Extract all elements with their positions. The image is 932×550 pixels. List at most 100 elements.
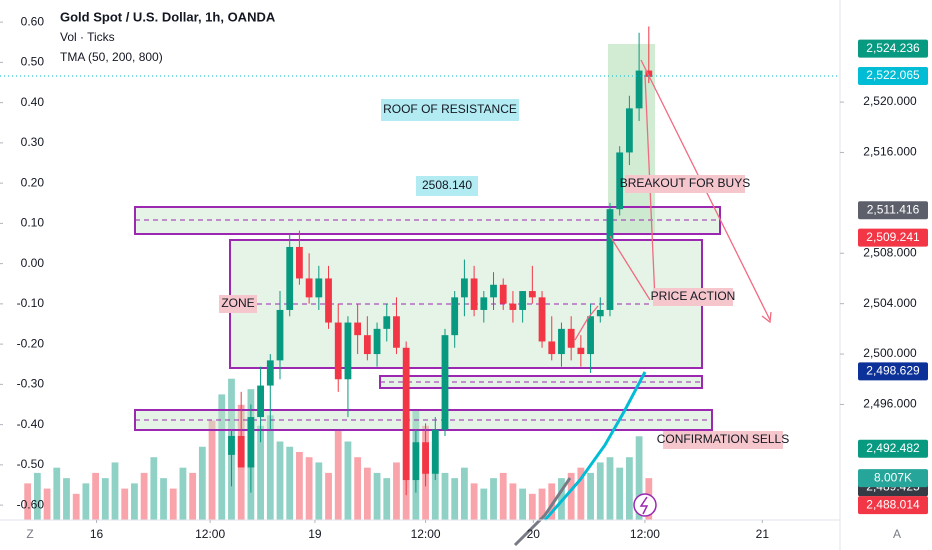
candle-body <box>519 291 527 310</box>
x-tick-label: 16 <box>90 527 104 541</box>
volume-bar <box>528 493 536 520</box>
volume-bar <box>625 457 633 520</box>
volume-bar <box>587 472 594 520</box>
annotation: CONFIRMATION SELLS <box>657 432 789 446</box>
alert-icon[interactable] <box>633 493 657 517</box>
volume-bar <box>461 467 468 520</box>
candle-body <box>276 309 284 361</box>
x-tick-label: 12:00 <box>630 527 660 541</box>
label-bg <box>219 295 257 313</box>
candle-layer <box>228 26 653 496</box>
candle-body <box>499 284 507 304</box>
candle-body <box>490 284 497 298</box>
volume-bar <box>509 483 517 520</box>
candle-body <box>228 435 235 455</box>
candle-body <box>402 347 410 481</box>
candle-body <box>645 70 653 77</box>
annotation: ROOF OF RESISTANCE <box>383 102 517 116</box>
volume-bar <box>519 488 527 520</box>
price-label: 2,488.014 <box>866 497 920 511</box>
arrow <box>574 305 599 341</box>
price-label: 8.007K <box>874 470 912 484</box>
candle-body <box>286 246 294 310</box>
volume-bar <box>538 488 546 520</box>
volume-bar <box>140 472 148 520</box>
label-bg <box>381 99 519 121</box>
label-bg <box>663 431 783 449</box>
candle-body <box>528 291 536 298</box>
price-label: 2,498.629 <box>866 364 920 378</box>
candle-body <box>431 429 439 474</box>
candle-body <box>596 309 604 317</box>
y2-tick-label: -0.10 <box>17 296 45 310</box>
candle-body <box>334 322 342 380</box>
volume-bar <box>179 467 187 520</box>
volume-bar <box>72 493 80 520</box>
candle-body <box>247 417 255 468</box>
price-label-bg <box>858 439 928 458</box>
candle-body <box>296 246 303 279</box>
volume-bar <box>276 441 284 520</box>
candle-body <box>635 70 643 109</box>
candle-body <box>548 341 556 355</box>
volume-bar <box>121 488 129 520</box>
candle-body <box>509 303 517 310</box>
y2-tick-label: -0.60 <box>17 497 45 511</box>
candle-body <box>237 435 245 468</box>
candle-body <box>470 278 478 310</box>
candle-body <box>315 278 323 298</box>
candle-body <box>558 328 565 355</box>
volume-bar <box>169 488 177 520</box>
candle-body <box>606 209 614 310</box>
volume-bar <box>296 451 303 520</box>
candle-body <box>422 442 429 474</box>
volume-bar <box>150 457 158 520</box>
volume-bar <box>635 436 643 520</box>
volume-bar <box>266 415 274 520</box>
volume-bar <box>101 478 109 520</box>
candle-body <box>461 278 468 298</box>
axis-button[interactable]: A <box>893 527 901 541</box>
volume-bar <box>63 478 70 520</box>
y-tick-label: 2,504.000 <box>863 296 917 310</box>
candle-body <box>451 297 459 336</box>
y2-tick-label: 0.60 <box>21 14 45 28</box>
axes: 16 12:00 19 12:00 20 12:00 21 2,496.000 2,500.00… <box>0 14 928 541</box>
y2-tick-label: 0.30 <box>21 135 45 149</box>
candle-body <box>354 322 362 336</box>
volume-bar <box>24 483 32 520</box>
price-label: 2,522.065 <box>866 68 920 82</box>
volume-bar <box>363 467 371 520</box>
alert-icon-bolt <box>639 496 649 515</box>
volume-bar <box>218 394 226 520</box>
volume-bar <box>82 483 90 520</box>
candle-body <box>538 297 546 342</box>
volume-bar <box>577 467 585 520</box>
y-tick-label: 2,520.000 <box>863 94 917 108</box>
candle-body <box>412 442 420 481</box>
arrow-head <box>761 311 772 324</box>
volume-bar <box>431 441 439 520</box>
candle-body <box>305 278 313 298</box>
price-label-bg <box>858 39 928 58</box>
volume-bar <box>344 441 352 520</box>
candle-body <box>567 328 575 348</box>
candle-body <box>616 152 624 210</box>
y-tick-label: 2,516.000 <box>863 145 917 159</box>
volume-bar <box>616 467 624 520</box>
indicator-label: TMA (50, 200, 800) <box>60 50 163 64</box>
price-label-bg <box>858 362 928 381</box>
y-tick-label: 2,500.000 <box>863 346 917 360</box>
price-label: 2,509.241 <box>866 230 920 244</box>
volume-bar <box>441 472 449 520</box>
x-tick-label: 19 <box>308 527 322 541</box>
volume-bar <box>208 420 216 520</box>
candle-body <box>257 385 264 418</box>
axis-button[interactable]: Z <box>26 527 33 541</box>
x-tick-label: 12:00 <box>411 527 441 541</box>
volume-bar <box>315 462 323 520</box>
volume-bar <box>131 483 138 520</box>
annotation: PRICE ACTION <box>651 289 736 303</box>
volume-bar <box>198 446 206 520</box>
